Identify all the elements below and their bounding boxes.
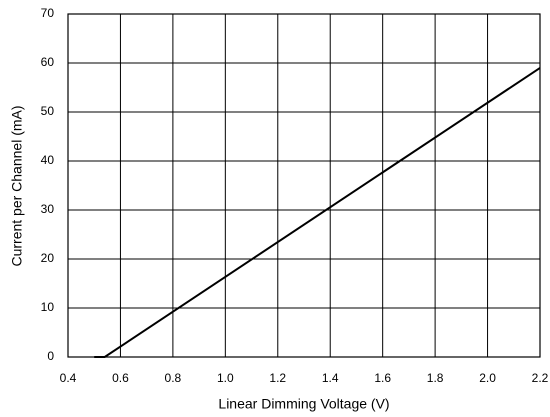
x-tick-label: 1.4 <box>322 371 339 385</box>
x-tick-label: 1.0 <box>217 371 234 385</box>
x-tick-label: 2.0 <box>479 371 496 385</box>
y-tick-label: 30 <box>41 202 55 216</box>
y-tick-label: 40 <box>41 153 55 167</box>
y-tick-label: 50 <box>41 104 55 118</box>
data-line <box>94 67 541 358</box>
y-tick-label: 20 <box>41 251 55 265</box>
x-tick-label: 1.6 <box>374 371 391 385</box>
plot-frame <box>67 13 541 358</box>
y-tick-label: 70 <box>41 6 55 20</box>
x-tick-label: 0.6 <box>112 371 129 385</box>
x-tick-label: 0.8 <box>165 371 182 385</box>
x-axis-label: Linear Dimming Voltage (V) <box>218 396 389 412</box>
y-axis-label: Current per Channel (mA) <box>9 105 25 266</box>
y-tick-label: 10 <box>41 300 55 314</box>
x-tick-label: 1.2 <box>269 371 286 385</box>
x-tick-label: 0.4 <box>60 371 77 385</box>
x-tick-label: 1.8 <box>427 371 444 385</box>
y-tick-label: 60 <box>41 55 55 69</box>
y-tick-label: 0 <box>47 349 54 363</box>
x-tick-label: 2.2 <box>532 371 549 385</box>
